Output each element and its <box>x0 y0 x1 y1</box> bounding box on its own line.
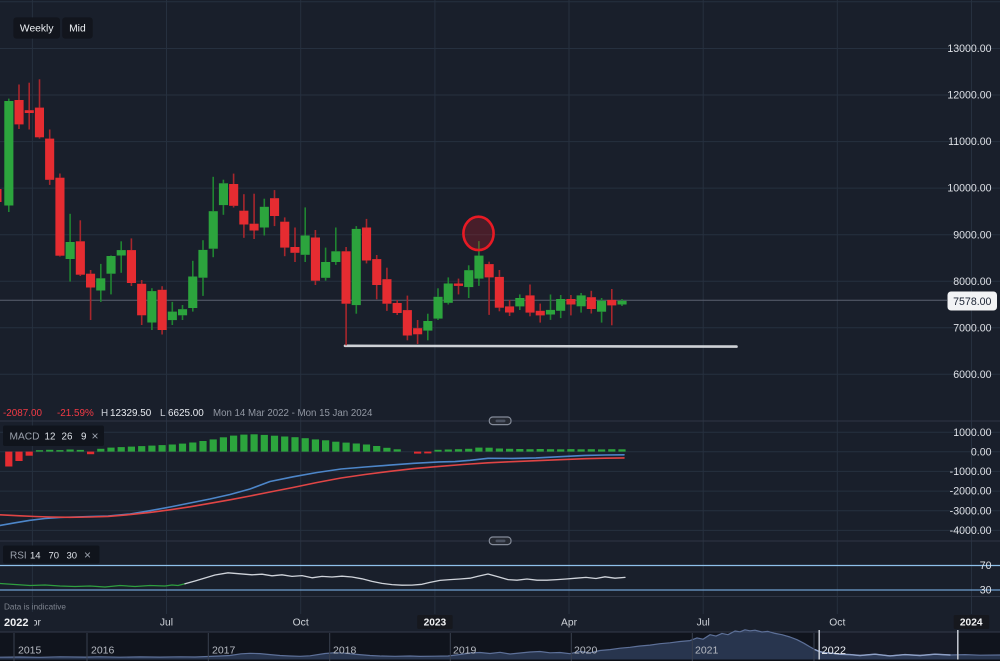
svg-text:13000.00: 13000.00 <box>947 43 991 55</box>
svg-text:12: 12 <box>45 432 56 443</box>
svg-text:30: 30 <box>980 585 992 597</box>
svg-text:2019: 2019 <box>453 645 477 657</box>
svg-text:Mid: Mid <box>69 23 86 34</box>
svg-text:RSI: RSI <box>10 551 27 562</box>
svg-text:2024: 2024 <box>960 618 983 629</box>
svg-text:Mon 14 Mar 2022 - Mon 15 Jan 2: Mon 14 Mar 2022 - Mon 15 Jan 2024 <box>213 408 373 419</box>
svg-text:7000.00: 7000.00 <box>953 322 991 334</box>
svg-text:7578.00: 7578.00 <box>953 296 991 308</box>
svg-text:H: H <box>101 408 108 419</box>
svg-text:2021: 2021 <box>695 645 719 657</box>
svg-text:Data is indicative: Data is indicative <box>4 603 66 612</box>
svg-text:2023: 2023 <box>424 618 447 629</box>
svg-text:2017: 2017 <box>212 645 236 657</box>
svg-text:0.00: 0.00 <box>971 446 992 458</box>
svg-text:MACD: MACD <box>10 432 40 443</box>
svg-text:Apr: Apr <box>561 618 578 629</box>
svg-text:2015: 2015 <box>18 645 42 657</box>
svg-text:11000.00: 11000.00 <box>948 136 992 148</box>
svg-text:30: 30 <box>67 551 78 562</box>
svg-text:×: × <box>84 548 91 562</box>
svg-text:Oct: Oct <box>829 618 845 629</box>
svg-text:2016: 2016 <box>91 645 115 657</box>
svg-text:12000.00: 12000.00 <box>947 90 991 102</box>
svg-text:×: × <box>92 429 99 443</box>
svg-text:L: L <box>160 408 166 419</box>
svg-text:Weekly: Weekly <box>20 23 54 34</box>
svg-text:1000.00: 1000.00 <box>953 427 991 439</box>
svg-text:Oct: Oct <box>293 618 309 629</box>
svg-text:2018: 2018 <box>333 645 357 657</box>
svg-text:6625.00: 6625.00 <box>168 408 204 419</box>
svg-text:70: 70 <box>49 551 60 562</box>
svg-text:-21.59%: -21.59% <box>57 408 94 419</box>
svg-text:2022: 2022 <box>4 617 28 629</box>
svg-text:9: 9 <box>81 432 86 443</box>
svg-text:12329.50: 12329.50 <box>110 408 152 419</box>
svg-text:6000.00: 6000.00 <box>953 369 991 381</box>
svg-text:9000.00: 9000.00 <box>953 229 991 241</box>
svg-text:Jul: Jul <box>160 618 173 629</box>
svg-text:-2000.00: -2000.00 <box>950 486 992 498</box>
svg-text:-1000.00: -1000.00 <box>950 466 992 478</box>
svg-text:26: 26 <box>62 432 73 443</box>
svg-text:-4000.00: -4000.00 <box>950 525 992 537</box>
svg-text:8000.00: 8000.00 <box>953 276 991 288</box>
svg-text:10000.00: 10000.00 <box>947 183 991 195</box>
svg-text:70: 70 <box>980 560 992 572</box>
svg-text:2022: 2022 <box>822 645 846 657</box>
svg-text:Jul: Jul <box>697 618 710 629</box>
svg-text:-3000.00: -3000.00 <box>950 505 992 517</box>
svg-text:-2087.00: -2087.00 <box>3 408 42 419</box>
svg-text:2020: 2020 <box>574 645 598 657</box>
svg-text:14: 14 <box>30 551 41 562</box>
